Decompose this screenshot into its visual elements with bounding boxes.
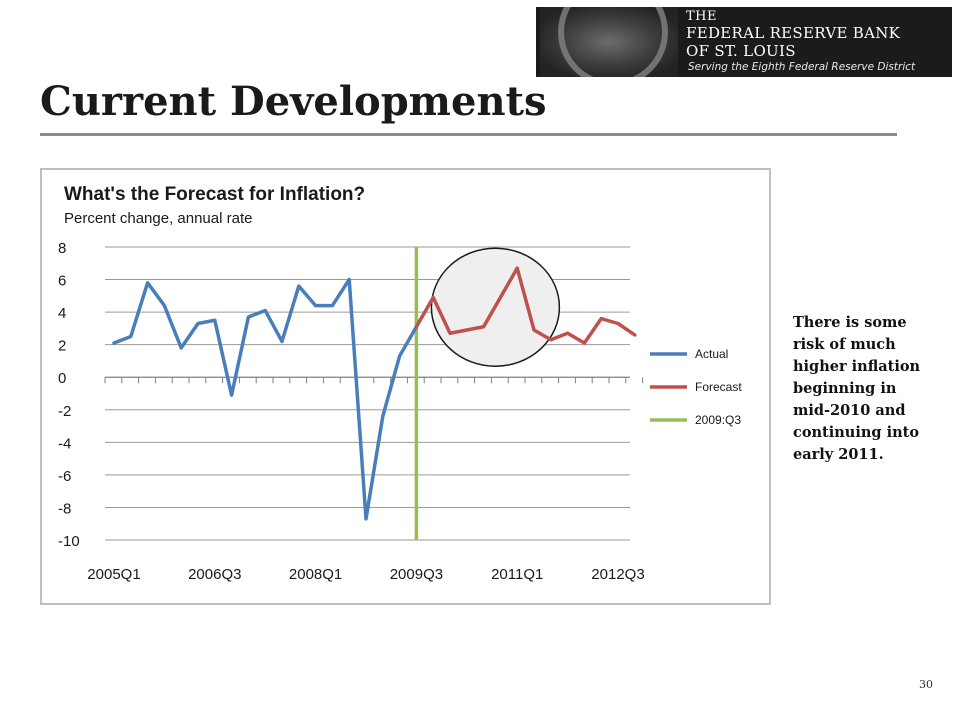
- series-line-forecast: [414, 266, 637, 345]
- gridlines: [105, 246, 630, 541]
- data-point-actual: [146, 281, 150, 285]
- x-tick-label: 2008Q1: [289, 566, 342, 583]
- chart-subtitle: Percent change, annual rate: [64, 210, 252, 227]
- data-point-forecast: [465, 328, 469, 332]
- x-tick-label: 2005Q1: [87, 566, 140, 583]
- y-tick-label: -4: [58, 435, 71, 452]
- data-point-actual: [330, 304, 334, 308]
- x-tick-label: 2012Q3: [591, 566, 644, 583]
- data-point-actual: [280, 339, 284, 343]
- data-point-forecast: [633, 333, 637, 337]
- legend: Actual Forecast 2009:Q3: [650, 347, 742, 427]
- legend-label: 2009:Q3: [695, 413, 741, 427]
- data-point-forecast: [498, 295, 502, 299]
- data-point-actual: [179, 346, 183, 350]
- data-point-actual: [112, 341, 116, 345]
- data-point-actual: [347, 278, 351, 282]
- fed-logo: THE FEDERAL RESERVE BANK OF ST. LOUIS Se…: [536, 7, 952, 77]
- x-tick-label: 2006Q3: [188, 566, 241, 583]
- y-tick-label: 2: [58, 338, 66, 355]
- data-point-actual: [263, 308, 267, 312]
- x-tick-label: 2011Q1: [491, 566, 543, 583]
- chart-title: What's the Forecast for Inflation?: [64, 184, 365, 205]
- data-point-forecast: [616, 322, 620, 326]
- y-tick-label: -10: [58, 533, 80, 550]
- page-number: 30: [919, 678, 933, 691]
- data-point-actual: [364, 517, 368, 521]
- data-point-actual: [213, 318, 217, 322]
- data-point-forecast: [448, 331, 452, 335]
- y-tick-label: 8: [58, 240, 66, 257]
- logo-line-2: FEDERAL RESERVE BANK: [686, 24, 901, 42]
- legend-label: Actual: [695, 347, 728, 361]
- data-point-forecast: [599, 317, 603, 321]
- y-tick-label: 6: [58, 273, 66, 290]
- data-point-forecast: [566, 331, 570, 335]
- x-tick-label: 2009Q3: [390, 566, 443, 583]
- y-tick-label: -8: [58, 500, 71, 517]
- chart-frame: [40, 168, 771, 605]
- data-point-actual: [297, 284, 301, 288]
- logo-line-1: THE: [686, 9, 717, 24]
- y-tick-label: 4: [58, 305, 66, 322]
- series-line-actual: [112, 277, 419, 521]
- side-note: There is some risk of much higher inflat…: [793, 314, 921, 463]
- data-point-actual: [230, 393, 234, 397]
- data-point-forecast: [414, 325, 418, 329]
- data-point-actual: [314, 304, 318, 308]
- logo-tagline: Serving the Eighth Federal Reserve Distr…: [688, 61, 916, 73]
- data-point-forecast: [582, 341, 586, 345]
- fed-seal-icon: [540, 7, 678, 77]
- data-point-actual: [162, 304, 166, 308]
- y-tick-label: -2: [58, 403, 71, 420]
- series-lines: [112, 247, 637, 540]
- chart: What's the Forecast for Inflation? Perce…: [58, 184, 742, 583]
- legend-label: Forecast: [695, 380, 742, 394]
- data-point-actual: [129, 335, 133, 339]
- data-point-forecast: [482, 325, 486, 329]
- data-point-actual: [381, 414, 385, 418]
- y-tick-label: -6: [58, 468, 71, 485]
- data-point-forecast: [515, 266, 519, 270]
- data-point-actual: [196, 322, 200, 326]
- page-title: Current Developments: [40, 78, 547, 125]
- data-point-forecast: [431, 295, 435, 299]
- data-point-actual: [398, 354, 402, 358]
- y-tick-label: 0: [58, 370, 66, 387]
- title-divider: [40, 133, 897, 136]
- data-point-actual: [246, 315, 250, 319]
- data-point-forecast: [532, 328, 536, 332]
- logo-text: THE FEDERAL RESERVE BANK OF ST. LOUIS: [686, 10, 900, 59]
- data-point-forecast: [549, 338, 553, 342]
- axes: 8 6 4 2 0 -2 -4 -6 -8 -10 2005Q1 2006Q3 2008Q1 2009Q3…: [58, 240, 645, 583]
- logo-line-3: OF ST. LOUIS: [686, 42, 796, 60]
